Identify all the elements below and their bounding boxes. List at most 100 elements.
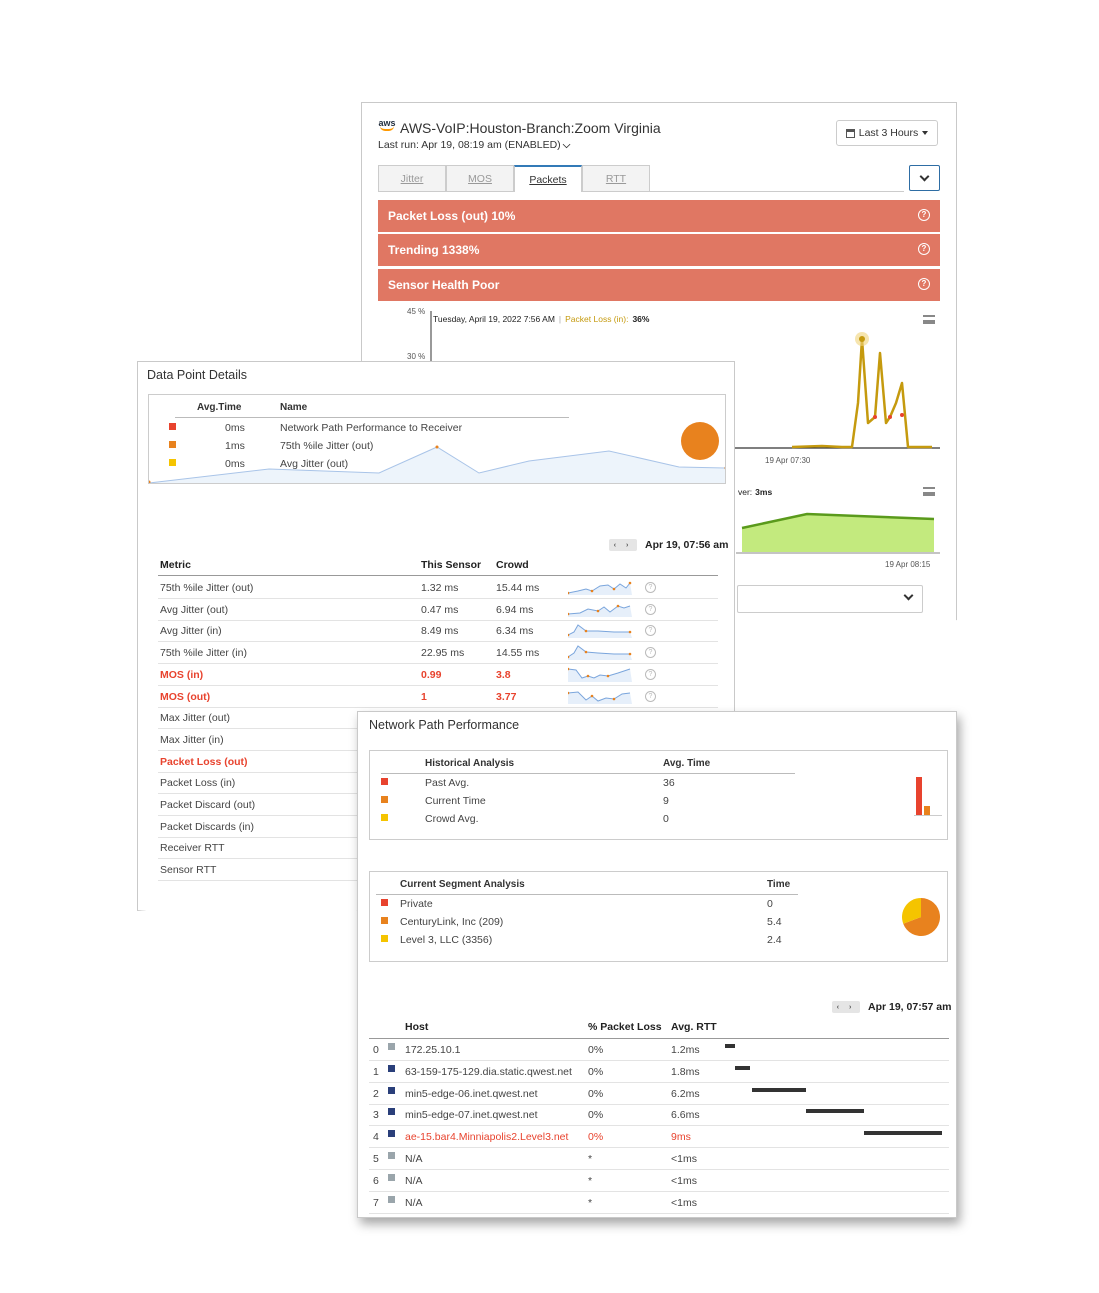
view-select[interactable] (737, 585, 923, 613)
help-icon[interactable]: ? (918, 278, 930, 290)
sensor-value: 8.49 ms (421, 625, 459, 638)
table-row[interactable]: 1 63-159-175-129.dia.static.qwest.net 0% 1.… (369, 1061, 949, 1083)
table-row[interactable]: Avg Jitter (out) 0.47 ms 6.94 ms? (158, 599, 718, 621)
legend-swatch (381, 814, 388, 821)
sparkline-background (149, 445, 725, 483)
metric-name: Max Jitter (out) (160, 712, 231, 725)
metric-name: Packet Loss (in) (160, 777, 236, 790)
sensor-value: 1 (421, 690, 427, 703)
panel-title: Data Point Details (147, 368, 248, 382)
table-row[interactable]: 3 min5-edge-07.inet.qwest.net 0% 6.6ms (369, 1104, 949, 1127)
metric-name: Avg Jitter (out) (160, 603, 229, 616)
historical-box: Historical Analysis Avg. Time Past Avg. … (369, 750, 948, 840)
hop-type-swatch (388, 1108, 395, 1116)
avg-rtt: 6.2ms (671, 1087, 700, 1100)
sensor-value: 0.47 ms (421, 603, 459, 616)
last-run-toggle[interactable]: Last run: Apr 19, 08:19 am (ENABLED) ⌵ (378, 139, 570, 151)
hop-type-swatch (388, 1130, 395, 1138)
table-row[interactable]: 5 N/A * <1ms (369, 1148, 949, 1170)
hop-type-swatch (388, 1195, 395, 1203)
help-icon[interactable]: ? (918, 243, 930, 255)
col-header-rtt: Avg. RTT (671, 1021, 717, 1033)
timestamp-nav: ‹ › Apr 19, 07:57 am (832, 1001, 951, 1013)
legend-name: 75th %ile Jitter (out) (280, 440, 374, 452)
metric-name: Packet Loss (out) (160, 755, 248, 768)
host-name: 172.25.10.1 (405, 1044, 461, 1056)
tooltip-series: Packet Loss (in): (565, 314, 628, 324)
chart-menu-icon[interactable] (923, 315, 935, 324)
sparkline (568, 667, 632, 682)
chart-tooltip: Tuesday, April 19, 2022 7:56 AM | Packet L… (433, 314, 650, 324)
metric-name: Max Jitter (in) (160, 733, 224, 746)
historical-name: Past Avg. (425, 777, 470, 789)
packet-loss: 0% (588, 1131, 604, 1144)
help-icon[interactable]: ? (645, 625, 656, 637)
historical-value-header: Avg. Time (663, 758, 711, 769)
segment-header: Current Segment Analysis (400, 879, 525, 890)
segment-name: Private (400, 898, 433, 910)
alert-label: Packet Loss (out) 10% (388, 209, 516, 223)
segment-value-header: Time (767, 879, 791, 890)
sparkline (568, 645, 632, 661)
sensor-title-row: aws AWS-VoIP:Houston-Branch:Zoom Virgini… (378, 119, 660, 137)
metric-name: 75th %ile Jitter (out) (160, 582, 254, 594)
host-name: N/A (405, 1196, 423, 1209)
historical-value: 9 (663, 795, 669, 807)
collapse-button[interactable] (909, 165, 940, 191)
last-run-text: Last run: Apr 19, 08:19 am (ENABLED) (378, 139, 561, 151)
tab-rtt[interactable]: RTT (582, 165, 650, 191)
table-row[interactable]: MOS (out) 1 3.77? (158, 686, 718, 708)
tab-packets[interactable]: Packets (514, 165, 582, 192)
hop-type-swatch (388, 1086, 395, 1094)
hop-type-swatch (388, 1173, 395, 1181)
legend-header-time: Avg.Time (197, 402, 242, 413)
metric-name: MOS (out) (160, 690, 211, 703)
table-row[interactable]: 75th %ile Jitter (out) 1.32 ms 15.44 ms? (158, 577, 718, 599)
table-row[interactable]: 2 min5-edge-06.inet.qwest.net 0% 6.2ms (369, 1083, 949, 1105)
avg-rtt: 1.2ms (671, 1044, 700, 1056)
packet-loss: 0% (588, 1087, 604, 1100)
help-icon[interactable]: ? (645, 603, 656, 615)
col-header-metric: Metric (160, 559, 191, 571)
hop-index: 2 (373, 1087, 379, 1100)
hop-type-swatch (388, 1064, 395, 1072)
table-row[interactable]: 7 N/A * <1ms (369, 1192, 949, 1214)
host-name: min5-edge-07.inet.qwest.net (405, 1109, 538, 1122)
avg-rtt: 1.8ms (671, 1065, 700, 1078)
help-icon[interactable]: ? (645, 582, 656, 593)
help-icon[interactable]: ? (645, 690, 656, 702)
segment-name: CenturyLink, Inc (209) (400, 916, 504, 928)
table-row[interactable]: Avg Jitter (in) 8.49 ms 6.34 ms? (158, 620, 718, 643)
rtt-bar (864, 1131, 942, 1136)
host-name: min5-edge-06.inet.qwest.net (405, 1087, 538, 1100)
time-nav-buttons[interactable]: ‹ › (609, 539, 637, 551)
help-icon[interactable]: ? (918, 209, 930, 221)
alert-sensor-health[interactable]: Sensor Health Poor ? (378, 269, 940, 301)
segment-box: Current Segment Analysis Time Private 0 … (369, 871, 948, 962)
chart-menu-icon[interactable] (923, 487, 935, 496)
table-row[interactable]: 4 ae-15.bar4.Minniapolis2.Level3.net 0% 9ms (369, 1126, 949, 1149)
alert-trending[interactable]: Trending 1338% ? (378, 234, 940, 266)
tab-mos[interactable]: MOS (446, 165, 514, 191)
historical-name: Current Time (425, 795, 486, 807)
table-row[interactable]: 0 172.25.10.1 0% 1.2ms (369, 1039, 949, 1061)
time-nav-buttons[interactable]: ‹ › (832, 1001, 860, 1013)
legend-name: Network Path Performance to Receiver (280, 422, 463, 434)
rtt-bar (725, 1044, 735, 1048)
avg-rtt: <1ms (671, 1196, 697, 1209)
rtt-bar (752, 1087, 806, 1092)
help-icon[interactable]: ? (645, 668, 656, 680)
table-row[interactable]: 75th %ile Jitter (in) 22.95 ms 14.55 ms? (158, 642, 718, 665)
alert-packet-loss[interactable]: Packet Loss (out) 10% ? (378, 200, 940, 232)
metric-name: Packet Discard (out) (160, 799, 256, 811)
help-icon[interactable]: ? (645, 647, 656, 659)
crowd-value: 3.8 (496, 668, 511, 681)
col-header-loss: % Packet Loss (588, 1021, 662, 1033)
table-row[interactable]: MOS (in) 0.99 3.8? (158, 664, 718, 686)
divider (175, 417, 569, 418)
table-row[interactable]: 6 N/A * <1ms (369, 1170, 949, 1192)
tab-jitter[interactable]: Jitter (378, 165, 446, 191)
legend-swatch (381, 796, 388, 803)
time-range-button[interactable]: Last 3 Hours (836, 120, 938, 146)
segment-pie-chart (902, 898, 940, 936)
